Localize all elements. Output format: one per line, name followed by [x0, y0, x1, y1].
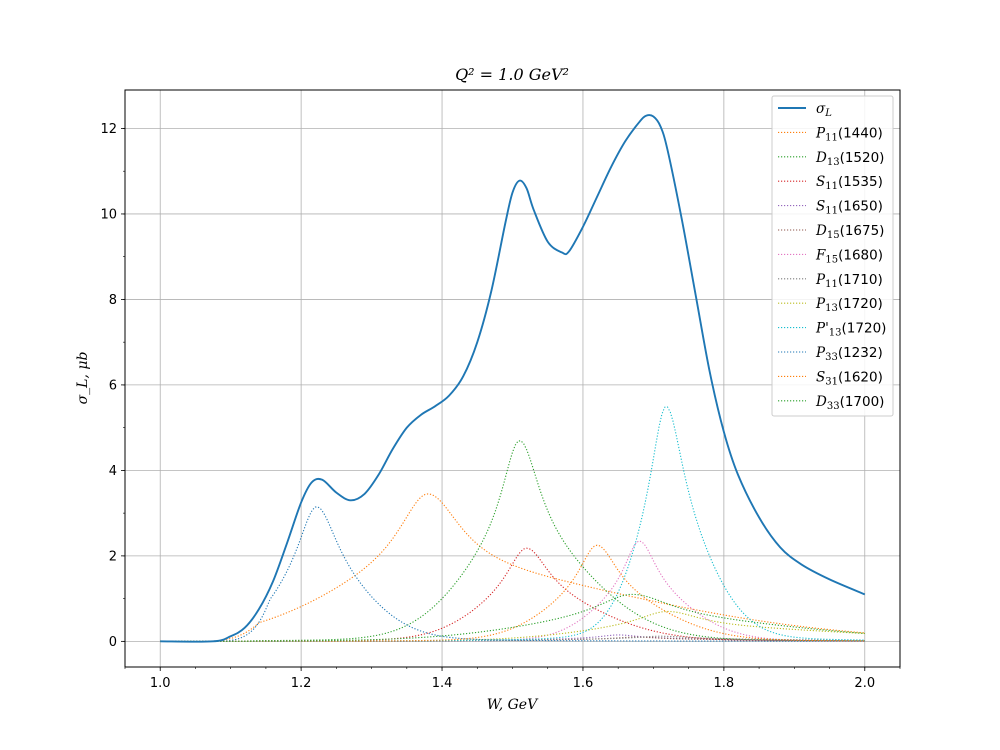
x-tick-label: 1.0	[150, 676, 171, 691]
y-tick-label: 4	[109, 464, 117, 479]
legend-entry: D33(1700)	[815, 394, 884, 412]
legend-entry: S11(1650)	[816, 199, 883, 217]
legend-entry: P'13(1720)	[815, 321, 886, 339]
series-line-p33-1232-	[160, 506, 865, 642]
y-tick-label: 12	[100, 122, 117, 137]
legend-entry: D13(1520)	[815, 150, 884, 168]
legend-entry: P11(1440)	[815, 125, 883, 143]
legend-entry: P33(1232)	[815, 345, 883, 363]
legend-entry: S11(1535)	[816, 174, 883, 192]
series-line--l	[160, 114, 866, 643]
x-tick-label: 1.6	[573, 676, 594, 691]
y-tick-label: 6	[109, 378, 117, 393]
legend-entry: P11(1710)	[815, 272, 883, 290]
legend: σL P11(1440) D13(1520) S11(1535) S11(1650) D1…	[771, 95, 894, 417]
legend-entry: P13(1720)	[815, 296, 883, 314]
y-tick-label: 2	[109, 549, 117, 564]
ticks: 1.0 1.2 1.4 1.6 1.8 2.0 0 2 4 6 8 10 12	[100, 122, 901, 691]
y-tick-label: 10	[100, 207, 117, 222]
y-tick-label: 8	[109, 293, 117, 308]
legend-box	[771, 95, 894, 417]
grid	[125, 90, 900, 667]
series-line-d33-1700-	[160, 593, 865, 642]
y-axis-label: σ_L, μb	[75, 352, 91, 405]
chart-title: Q² = 1.0 GeV²	[455, 65, 569, 84]
x-axis-label: W, GeV	[487, 697, 539, 713]
x-tick-label: 1.8	[714, 676, 735, 691]
series-layer	[160, 114, 866, 643]
x-tick-label: 2.0	[854, 676, 875, 691]
x-tick-label: 1.4	[432, 676, 453, 691]
series-line-p11-1440-	[160, 493, 865, 642]
legend-entry: σL	[816, 101, 832, 119]
x-tick-label: 1.2	[291, 676, 312, 691]
legend-entry: S31(1620)	[816, 369, 883, 387]
legend-entry: D15(1675)	[815, 223, 884, 241]
y-tick-label: 0	[109, 635, 117, 650]
legend-entry: F15(1680)	[815, 247, 883, 265]
